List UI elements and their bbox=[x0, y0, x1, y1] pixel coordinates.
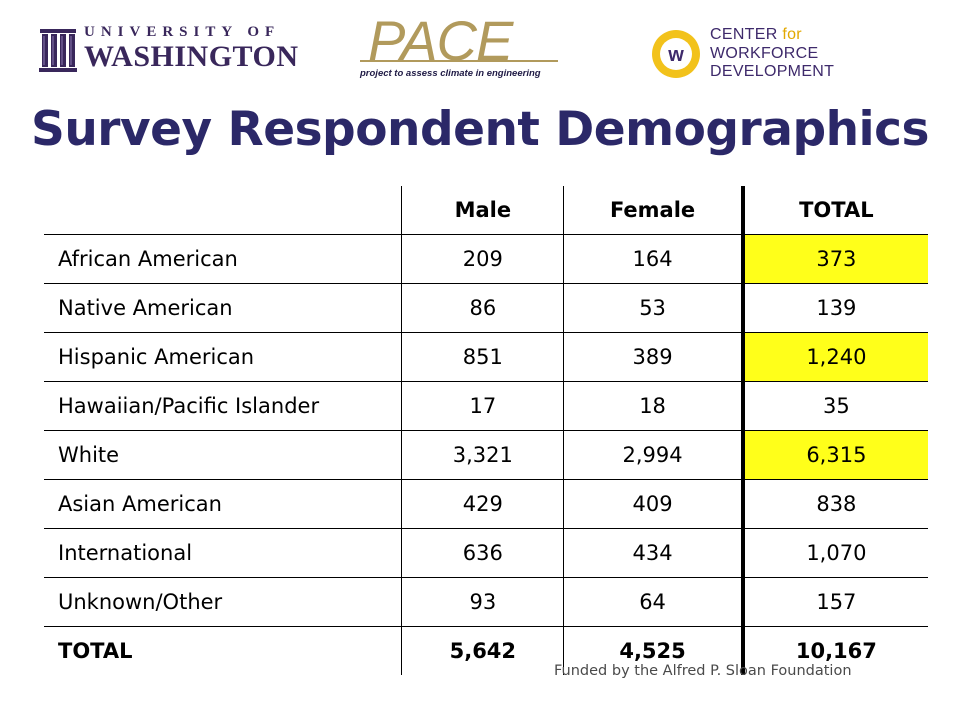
cell-male: 86 bbox=[401, 283, 564, 333]
cwd-logo: w CENTER for WORKFORCE DEVELOPMENT bbox=[650, 26, 930, 82]
uw-logo-line2: WASHINGTON bbox=[84, 39, 299, 73]
row-label: Asian American bbox=[44, 479, 402, 529]
cell-male: 429 bbox=[401, 479, 564, 529]
table-row: African American 209 164 373 bbox=[44, 234, 928, 284]
row-label: International bbox=[44, 528, 402, 578]
cell-total: 35 bbox=[740, 381, 928, 431]
header-total: TOTAL bbox=[740, 186, 928, 235]
cell-male: 17 bbox=[401, 381, 564, 431]
total-label: TOTAL bbox=[58, 639, 133, 663]
row-label: African American bbox=[44, 234, 402, 284]
cell-total: 6,315 bbox=[740, 430, 928, 480]
uw-logo: UNIVERSITY OF WASHINGTON bbox=[38, 22, 298, 74]
total-all: 10,167 bbox=[740, 626, 928, 675]
row-label: Unknown/Other bbox=[44, 577, 402, 627]
cell-male: 636 bbox=[401, 528, 564, 578]
table-row: Unknown/Other 93 64 157 bbox=[44, 577, 928, 627]
uw-columns-icon bbox=[39, 29, 77, 72]
cell-male: 3,321 bbox=[401, 430, 564, 480]
cell-female: 18 bbox=[563, 381, 743, 431]
pace-underline bbox=[360, 60, 558, 62]
table-row: Hispanic American 851 389 1,240 bbox=[44, 332, 928, 382]
cwd-w-icon: w bbox=[652, 30, 700, 78]
cwd-center-label: CENTER bbox=[710, 25, 783, 43]
row-label: Native American bbox=[44, 283, 402, 333]
cell-total: 157 bbox=[740, 577, 928, 627]
table-total-row: TOTAL 5,642 4,525 10,167 bbox=[44, 626, 928, 675]
pace-logo: PACE project to assess climate in engine… bbox=[360, 9, 572, 84]
cell-female: 2,994 bbox=[563, 430, 743, 480]
cell-female: 64 bbox=[563, 577, 743, 627]
cell-male: 209 bbox=[401, 234, 564, 284]
header-female: Female bbox=[563, 186, 743, 235]
table-row: Asian American 429 409 838 bbox=[44, 479, 928, 529]
demographics-table: Male Female TOTAL African American 209 164… bbox=[44, 186, 928, 675]
page-title: Survey Respondent Demographics bbox=[31, 102, 930, 157]
cell-female: 434 bbox=[563, 528, 743, 578]
pace-tagline: project to assess climate in engineering bbox=[360, 68, 541, 79]
cell-total: 373 bbox=[740, 234, 928, 284]
cell-total: 838 bbox=[740, 479, 928, 529]
total-female: 4,525 bbox=[563, 626, 743, 675]
cell-male: 93 bbox=[401, 577, 564, 627]
header-male: Male bbox=[401, 186, 564, 235]
table-row: International 636 434 1,070 bbox=[44, 528, 928, 578]
table-row: Hawaiian/Pacific Islander 17 18 35 bbox=[44, 381, 928, 431]
uw-logo-line1: UNIVERSITY OF bbox=[84, 23, 281, 40]
cell-total: 1,240 bbox=[740, 332, 928, 382]
cell-female: 164 bbox=[563, 234, 743, 284]
cell-total: 1,070 bbox=[740, 528, 928, 578]
table-header-row: Male Female TOTAL bbox=[44, 186, 928, 235]
cwd-workforce-label: WORKFORCE DEVELOPMENT bbox=[710, 44, 835, 81]
header-empty bbox=[44, 186, 402, 235]
table-row: White 3,321 2,994 6,315 bbox=[44, 430, 928, 480]
row-label: Hawaiian/Pacific Islander bbox=[44, 381, 402, 431]
cell-total: 139 bbox=[740, 283, 928, 333]
cell-female: 53 bbox=[563, 283, 743, 333]
row-label: White bbox=[44, 430, 402, 480]
svg-text:w: w bbox=[667, 44, 684, 66]
cwd-for-label: for bbox=[782, 25, 802, 43]
row-label: Hispanic American bbox=[44, 332, 402, 382]
cell-female: 389 bbox=[563, 332, 743, 382]
total-male: 5,642 bbox=[401, 626, 564, 675]
cell-male: 851 bbox=[401, 332, 564, 382]
pace-logo-word: PACE bbox=[368, 9, 513, 72]
funding-note: Funded by the Alfred P. Sloan Foundation bbox=[554, 663, 852, 679]
cell-female: 409 bbox=[563, 479, 743, 529]
table-row: Native American 86 53 139 bbox=[44, 283, 928, 333]
